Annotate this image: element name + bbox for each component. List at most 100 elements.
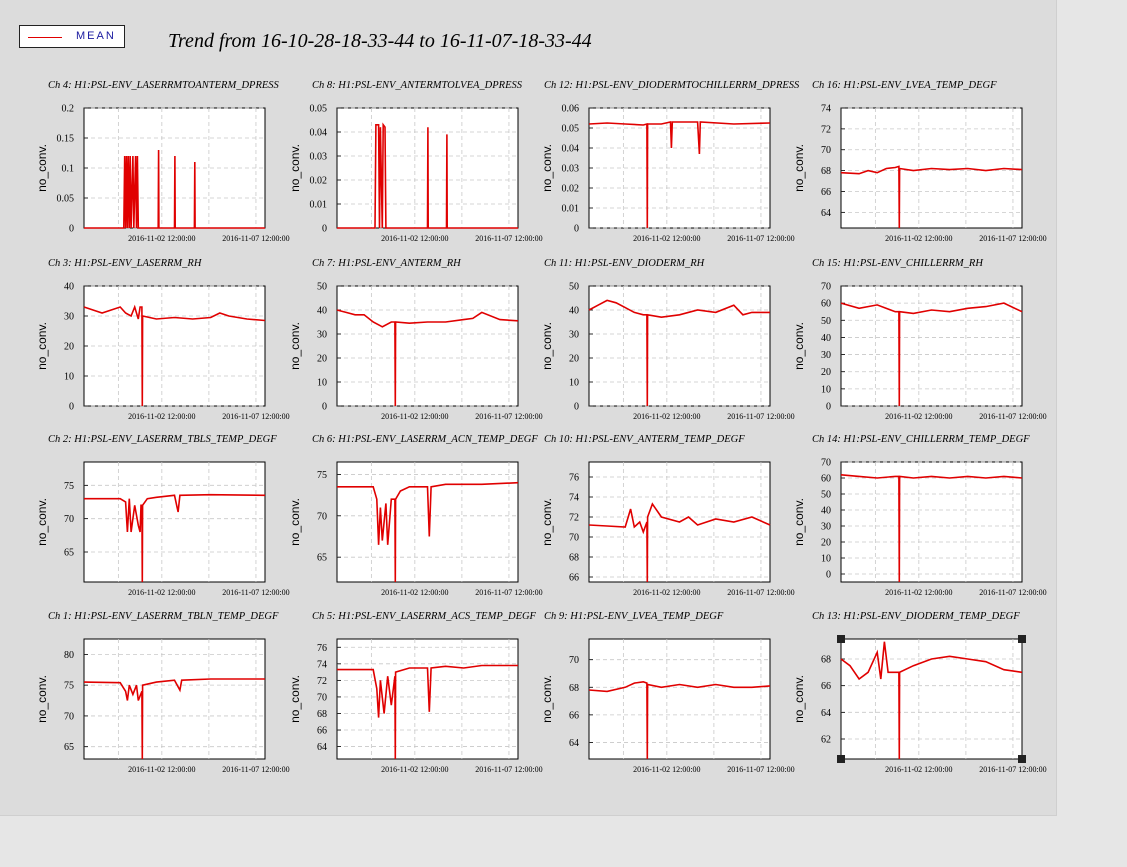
y-tick-label: 0.04 xyxy=(310,128,328,139)
chart-title: Ch 9: H1:PSL-ENV_LVEA_TEMP_DEGF xyxy=(544,611,724,622)
x-tick-label: 2016-11-02 12:00:00 xyxy=(633,234,700,243)
x-tick-label: 2016-11-02 12:00:00 xyxy=(128,588,195,597)
x-tick-label: 2016-11-02 12:00:00 xyxy=(128,412,195,421)
y-tick-label: 60 xyxy=(821,299,831,310)
x-tick-label: 2016-11-02 12:00:00 xyxy=(885,765,952,774)
legend: MEAN xyxy=(19,25,125,48)
y-axis-label: no_conv. xyxy=(540,498,554,546)
series-line xyxy=(840,474,1023,583)
y-tick-label: 10 xyxy=(317,378,327,389)
y-tick-label: 50 xyxy=(569,282,579,293)
y-tick-label: 0.05 xyxy=(562,124,580,135)
x-tick-label: 2016-11-07 12:00:00 xyxy=(727,765,794,774)
y-tick-label: 10 xyxy=(821,384,831,395)
y-tick-label: 0 xyxy=(574,402,579,413)
legend-swatch xyxy=(28,37,62,38)
y-axis-label: no_conv. xyxy=(792,675,806,723)
y-tick-label: 10 xyxy=(569,378,579,389)
y-axis-label: no_conv. xyxy=(288,675,302,723)
y-tick-label: 0.01 xyxy=(562,204,580,215)
chart-panel-8: Ch 15: H1:PSL-ENV_CHILLERRM_RH 0 10 20 30 40 5… xyxy=(792,258,1047,421)
y-tick-label: 68 xyxy=(569,553,579,564)
y-tick-label: 70 xyxy=(317,511,327,522)
y-tick-label: 64 xyxy=(569,738,579,749)
y-tick-label: 70 xyxy=(821,282,831,293)
chart-panel-9: Ch 2: H1:PSL-ENV_LASERRM_TBLS_TEMP_DEGF 6… xyxy=(35,434,290,597)
x-tick-label: 2016-11-02 12:00:00 xyxy=(128,765,195,774)
selection-handle[interactable] xyxy=(837,755,845,763)
plot-area xyxy=(83,461,266,583)
plot-grid: Ch 4: H1:PSL-ENV_LASERRMTOANTERM_DPRESS 0… xyxy=(35,80,1047,774)
selection-handle[interactable] xyxy=(1018,755,1026,763)
y-tick-label: 20 xyxy=(64,342,74,353)
y-tick-label: 72 xyxy=(821,124,831,135)
x-tick-label: 2016-11-07 12:00:00 xyxy=(222,588,289,597)
y-axis-label: no_conv. xyxy=(35,144,49,192)
y-tick-label: 74 xyxy=(317,659,327,670)
chart-title: Ch 3: H1:PSL-ENV_LASERRM_RH xyxy=(48,258,203,269)
x-tick-label: 2016-11-07 12:00:00 xyxy=(979,412,1046,421)
x-tick-label: 2016-11-02 12:00:00 xyxy=(633,765,700,774)
y-tick-label: 74 xyxy=(569,493,579,504)
x-tick-label: 2016-11-07 12:00:00 xyxy=(475,588,542,597)
y-tick-label: 70 xyxy=(64,711,74,722)
y-tick-label: 68 xyxy=(569,683,579,694)
y-tick-label: 76 xyxy=(569,473,579,484)
y-tick-label: 75 xyxy=(64,681,74,692)
y-tick-label: 66 xyxy=(569,710,579,721)
y-tick-label: 76 xyxy=(317,643,327,654)
series-line xyxy=(336,309,519,407)
chart-title: Ch 16: H1:PSL-ENV_LVEA_TEMP_DEGF xyxy=(812,80,997,91)
y-tick-label: 75 xyxy=(317,470,327,481)
chart-title: Ch 11: H1:PSL-ENV_DIODERM_RH xyxy=(544,258,706,269)
x-tick-label: 2016-11-07 12:00:00 xyxy=(222,765,289,774)
y-axis-label: no_conv. xyxy=(792,498,806,546)
y-tick-label: 0 xyxy=(69,402,74,413)
y-tick-label: 0 xyxy=(574,224,579,235)
y-tick-label: 0.05 xyxy=(310,104,328,115)
chart-panel-6: Ch 7: H1:PSL-ENV_ANTERM_RH 0 10 20 30 40 50 201… xyxy=(288,258,543,421)
selection-handle[interactable] xyxy=(1018,635,1026,643)
plot-area xyxy=(840,107,1023,229)
x-tick-label: 2016-11-07 12:00:00 xyxy=(222,234,289,243)
y-tick-label: 0.02 xyxy=(562,184,580,195)
y-tick-label: 10 xyxy=(64,372,74,383)
chart-title: Ch 8: H1:PSL-ENV_ANTERMTOLVEA_DPRESS xyxy=(312,80,523,91)
plot-area xyxy=(336,461,519,583)
y-tick-label: 30 xyxy=(317,330,327,341)
x-tick-label: 2016-11-02 12:00:00 xyxy=(381,765,448,774)
series-line xyxy=(337,664,518,760)
selection-handle[interactable] xyxy=(837,635,845,643)
chart-title: Ch 6: H1:PSL-ENV_LASERRM_ACN_TEMP_DEGF xyxy=(312,434,538,445)
plot-area xyxy=(336,638,519,760)
chart-panel-12: Ch 14: H1:PSL-ENV_CHILLERRM_TEMP_DEGF 0 10… xyxy=(792,434,1047,597)
chart-title: Ch 2: H1:PSL-ENV_LASERRM_TBLS_TEMP_DEGF xyxy=(48,434,277,445)
y-axis-label: no_conv. xyxy=(288,322,302,370)
plot-area xyxy=(336,285,519,407)
chart-panel-1: Ch 4: H1:PSL-ENV_LASERRMTOANTERM_DPRESS 0… xyxy=(35,80,290,243)
series-line xyxy=(83,304,266,407)
x-tick-label: 2016-11-07 12:00:00 xyxy=(475,765,542,774)
y-tick-label: 70 xyxy=(317,692,327,703)
y-tick-label: 60 xyxy=(821,474,831,485)
chart-title: Ch 10: H1:PSL-ENV_ANTERM_TEMP_DEGF xyxy=(544,434,745,445)
chart-title: Ch 14: H1:PSL-ENV_CHILLERRM_TEMP_DEGF xyxy=(812,434,1030,445)
y-tick-label: 72 xyxy=(569,513,579,524)
x-tick-label: 2016-11-02 12:00:00 xyxy=(381,234,448,243)
y-axis-label: no_conv. xyxy=(35,498,49,546)
y-tick-label: 75 xyxy=(64,481,74,492)
y-tick-label: 65 xyxy=(317,553,327,564)
y-tick-label: 70 xyxy=(64,514,74,525)
y-tick-label: 0.2 xyxy=(62,104,75,115)
y-tick-label: 0.06 xyxy=(562,104,580,115)
y-tick-label: 70 xyxy=(821,458,831,469)
y-tick-label: 0.02 xyxy=(310,176,328,187)
chart-panel-16: Ch 13: H1:PSL-ENV_DIODERM_TEMP_DEGF 62 64 6… xyxy=(792,611,1047,774)
y-tick-label: 70 xyxy=(569,655,579,666)
plot-area xyxy=(840,638,1023,760)
y-axis-label: no_conv. xyxy=(540,144,554,192)
plot-area xyxy=(83,638,266,760)
y-tick-label: 70 xyxy=(569,533,579,544)
x-tick-label: 2016-11-02 12:00:00 xyxy=(885,588,952,597)
chart-panel-4: Ch 16: H1:PSL-ENV_LVEA_TEMP_DEGF 64 66 68 70… xyxy=(792,80,1047,243)
